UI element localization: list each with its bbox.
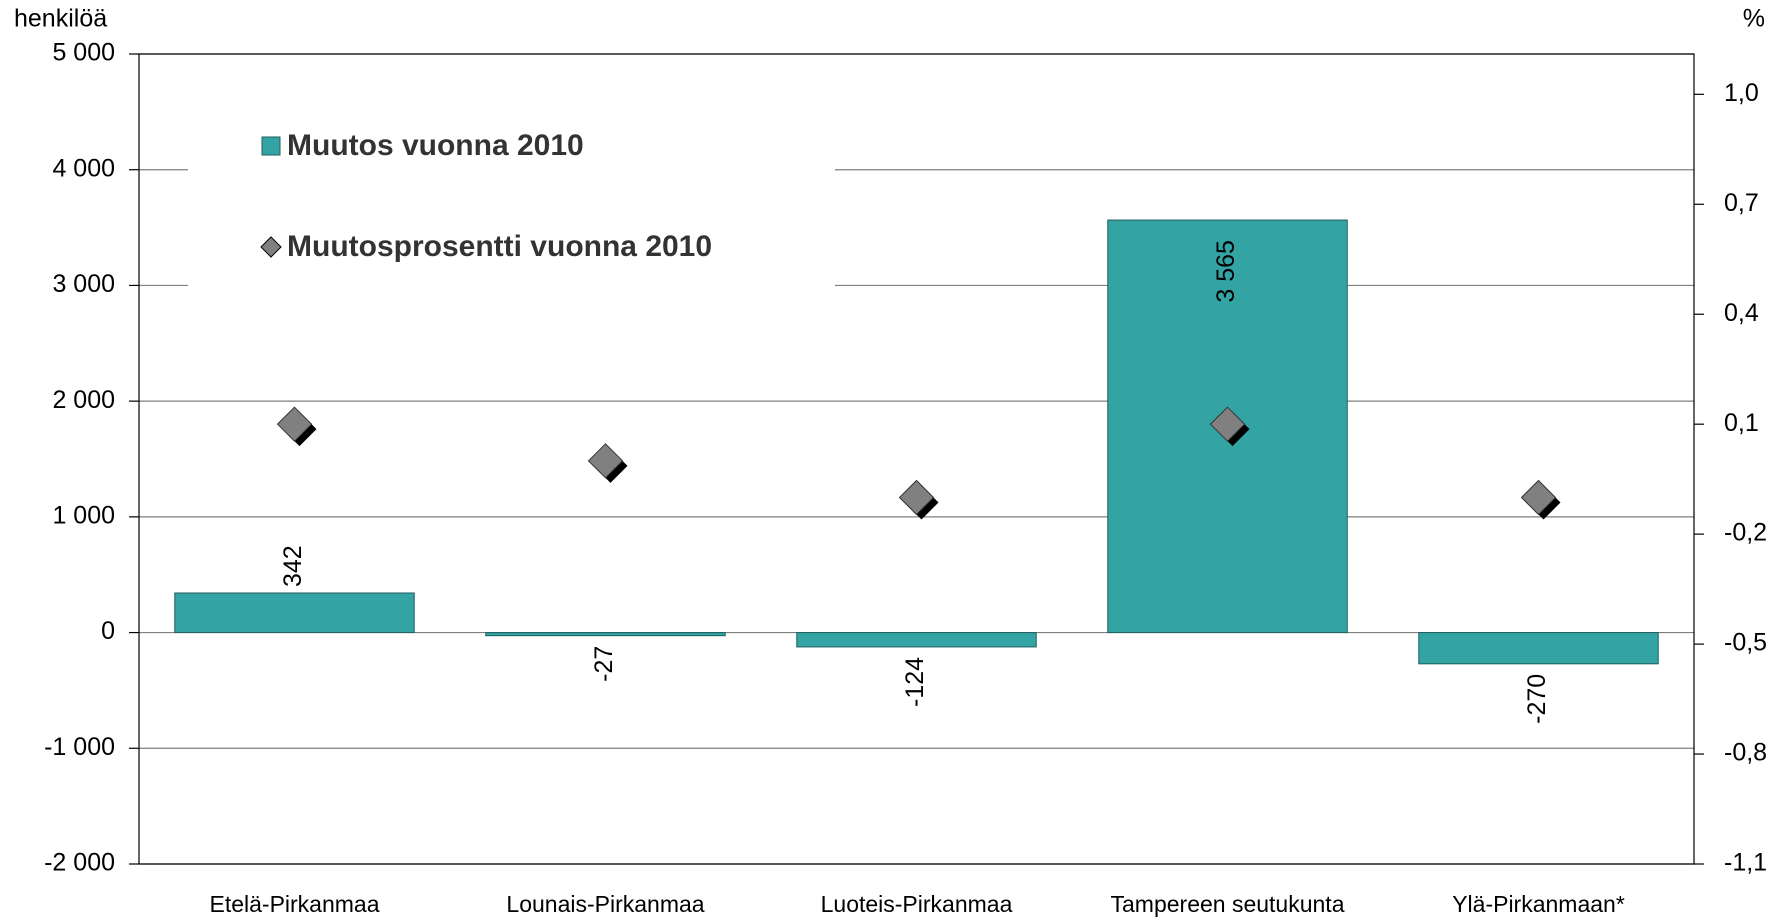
y2-tick-label: 0,7 bbox=[1724, 189, 1759, 217]
legend-marker bbox=[260, 236, 282, 258]
diamond-marker bbox=[898, 479, 935, 516]
y-tick-label: 1 000 bbox=[52, 501, 115, 529]
data-label: -270 bbox=[1523, 674, 1551, 724]
y2-tick-label: 0,4 bbox=[1724, 299, 1759, 327]
data-label: 342 bbox=[279, 545, 307, 587]
plot-frame bbox=[138, 53, 1695, 865]
diamond-marker bbox=[1520, 479, 1557, 516]
diamond-marker bbox=[276, 406, 313, 442]
x-tick-label: Luoteis-Pirkanmaa bbox=[821, 891, 1013, 917]
y2-axis-title: % bbox=[1743, 5, 1765, 33]
y-tick-label: 0 bbox=[101, 617, 115, 645]
y-tick-label: 5 000 bbox=[52, 39, 115, 67]
bar bbox=[796, 632, 1037, 648]
x-tick-label: Lounais-Pirkanmaa bbox=[506, 891, 704, 917]
x-tick-label: Etelä-Pirkanmaa bbox=[209, 891, 379, 917]
bar bbox=[485, 632, 726, 637]
y2-tick-label: -0,2 bbox=[1724, 519, 1767, 547]
y2-tick-label: -1,1 bbox=[1724, 849, 1767, 877]
diamond-marker bbox=[1209, 406, 1246, 442]
bar bbox=[174, 592, 415, 634]
y2-tick-label: -0,5 bbox=[1724, 629, 1767, 657]
x-tick-label: Ylä-Pirkanmaan* bbox=[1452, 891, 1625, 917]
y-tick-label: 2 000 bbox=[52, 386, 115, 414]
y-tick-label: -2 000 bbox=[44, 849, 115, 877]
legend-label: Muutos vuonna 2010 bbox=[287, 129, 584, 162]
y-tick-label: 4 000 bbox=[52, 154, 115, 182]
bar bbox=[1418, 632, 1659, 665]
data-label: -27 bbox=[590, 646, 618, 682]
data-label: 3 565 bbox=[1212, 240, 1240, 303]
y2-tick-label: 1,0 bbox=[1724, 79, 1759, 107]
diamond-marker bbox=[587, 443, 624, 479]
legend-label: Muutosprosentti vuonna 2010 bbox=[287, 230, 712, 263]
legend-swatch bbox=[261, 136, 281, 156]
data-label: -124 bbox=[901, 657, 929, 707]
y-tick-label: -1 000 bbox=[44, 733, 115, 761]
x-tick-label: Tampereen seutukunta bbox=[1111, 891, 1345, 917]
y-tick-label: 3 000 bbox=[52, 270, 115, 298]
legend-box bbox=[188, 108, 835, 286]
y-axis-title: henkilöä bbox=[14, 5, 107, 33]
y2-tick-label: -0,8 bbox=[1724, 739, 1767, 767]
y2-tick-label: 0,1 bbox=[1724, 409, 1759, 437]
